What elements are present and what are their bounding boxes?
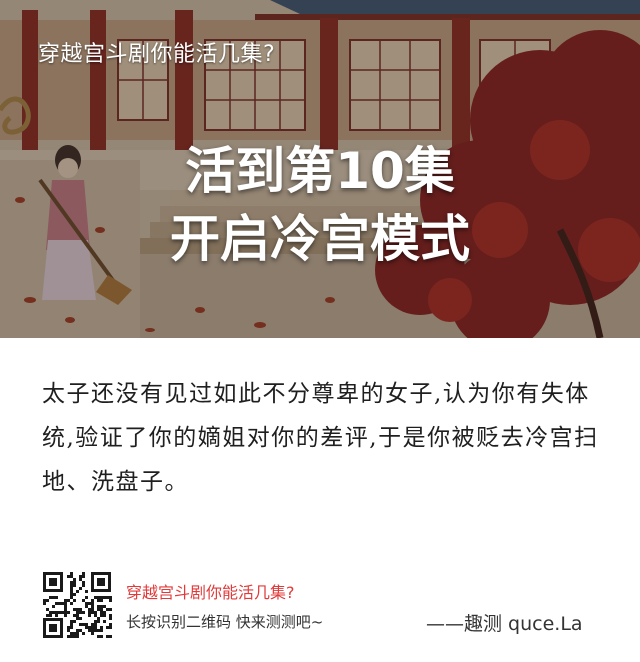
footer-brand: ——趣测 quce.La bbox=[426, 613, 583, 635]
result-description: 太子还没有见过如此不分尊卑的女子,认为你有失体统,验证了你的嫡姐对你的差评,于是… bbox=[42, 381, 599, 495]
result-headline-line2: 开启冷宫模式 bbox=[170, 210, 470, 268]
result-headline-line1: 活到第10集 bbox=[185, 142, 455, 200]
quiz-title: 穿越宫斗剧你能活几集? bbox=[38, 42, 276, 67]
footer-quiz-title: 穿越宫斗剧你能活几集? bbox=[126, 583, 295, 602]
palace-scene-illustration bbox=[0, 0, 640, 338]
banner-shade bbox=[0, 0, 640, 338]
footer-scan-hint: 长按识别二维码 快来测测吧~ bbox=[126, 613, 324, 631]
banner-illustration: 穿越宫斗剧你能活几集? 活到第10集 开启冷宫模式 bbox=[0, 0, 640, 338]
qr-code-icon[interactable] bbox=[42, 571, 112, 639]
